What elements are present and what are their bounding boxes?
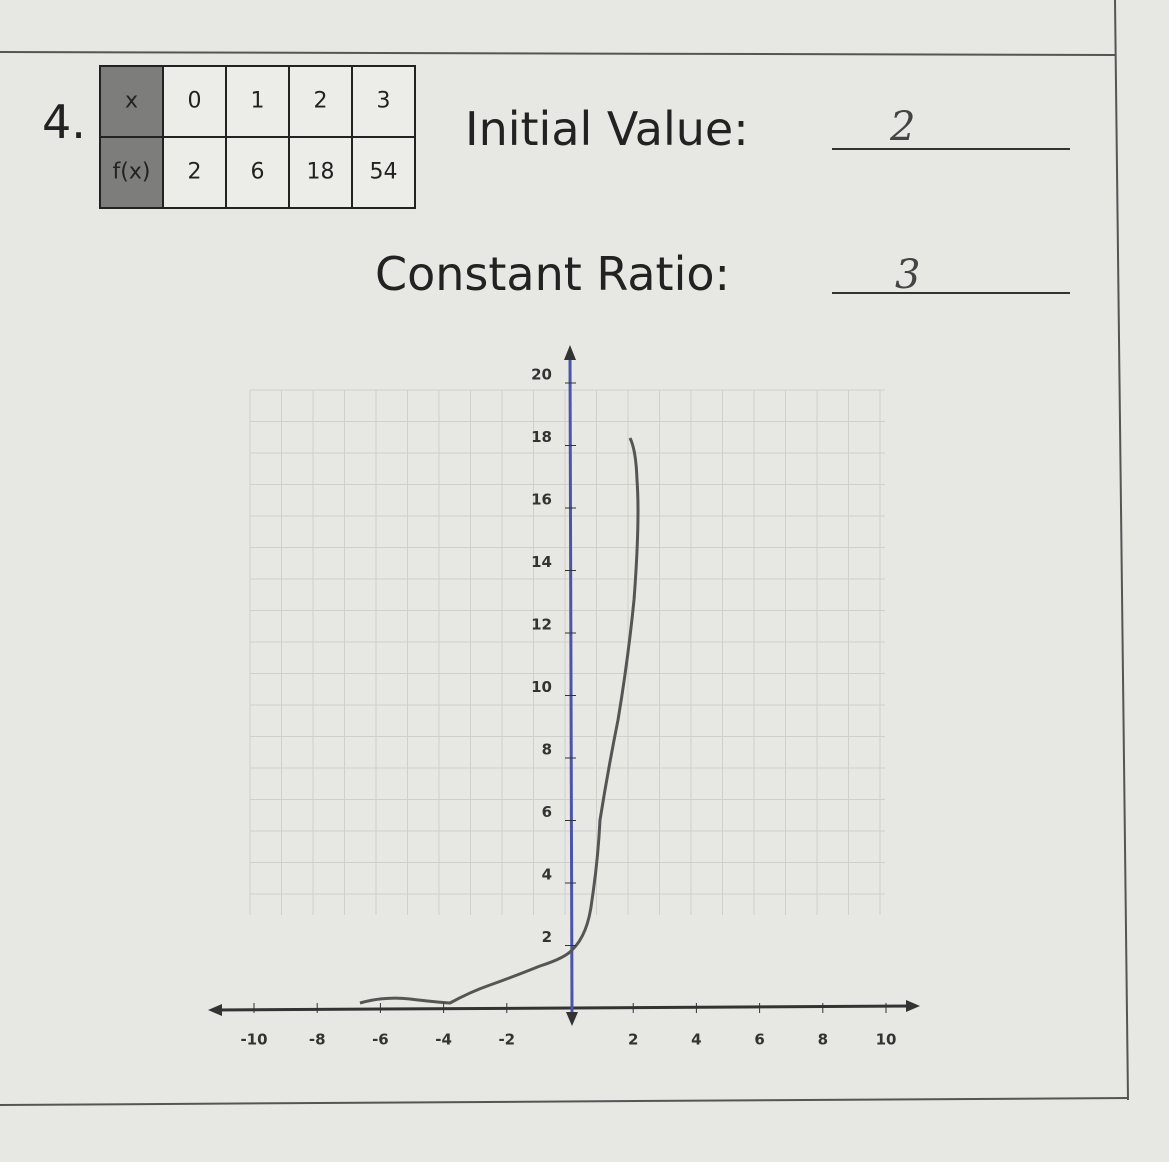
table-cell — [99, 136, 164, 209]
arrow — [564, 345, 576, 360]
x-tick-label: 8 — [818, 1031, 828, 1049]
border-right — [1114, 0, 1129, 1101]
y-axis — [568, 354, 574, 1016]
arrow — [906, 1000, 920, 1012]
y-tick-label: 20 — [531, 366, 552, 384]
border-bottom — [0, 1097, 1129, 1106]
tick-labels: -10 -8 -6 -4 -2 2 4 6 8 10 2 4 6 8 10 12 14 16 18 20 — [240, 366, 896, 1049]
x-tick-label: 4 — [691, 1031, 701, 1049]
answer: 2 — [889, 104, 915, 150]
answer: 3 — [895, 252, 920, 298]
x-axis — [214, 1004, 916, 1012]
y-tick-label: 12 — [531, 616, 552, 634]
x-tick-label: 2 — [628, 1031, 638, 1049]
cell-value: 54 — [370, 160, 398, 185]
x-tick-label: -6 — [372, 1031, 389, 1049]
cell-value: 0 — [188, 89, 202, 114]
table-cell — [162, 136, 227, 209]
table-cell — [351, 65, 416, 138]
x-tick-label: 10 — [876, 1031, 897, 1049]
x-tick-label: -10 — [240, 1031, 267, 1049]
y-tick-label: 6 — [542, 803, 552, 821]
cell-value: 1 — [251, 89, 265, 114]
y-tick-label: 14 — [531, 553, 552, 571]
x-tick-label: -4 — [435, 1031, 452, 1049]
question-label: Initial Value: — [465, 102, 749, 156]
question-label: Constant Ratio: — [375, 247, 730, 301]
y-tick-label: 2 — [542, 928, 552, 946]
cell-value: 2 — [314, 89, 328, 114]
table-cell — [225, 136, 290, 209]
y-tick-label: 18 — [531, 428, 552, 446]
cell-value: 3 — [377, 89, 391, 114]
table: x 0 1 2 3 f(x) 2 6 18 54 — [99, 65, 416, 209]
graph-grid — [249, 389, 885, 915]
cell-value: 6 — [251, 160, 265, 185]
table-cell — [351, 136, 416, 209]
y-tick-label: 16 — [531, 491, 552, 509]
arrow — [208, 1004, 222, 1016]
row-header: f(x) — [113, 160, 151, 185]
x-tick-label: -8 — [309, 1031, 326, 1049]
table-cell — [288, 136, 353, 209]
arrow — [566, 1012, 578, 1026]
y-tick-label: 4 — [542, 866, 552, 884]
y-tick-label: 10 — [531, 678, 552, 696]
cell-value: 18 — [307, 160, 335, 185]
border-top — [0, 51, 1116, 56]
y-tick-label: 8 — [542, 741, 552, 759]
x-tick-label: 6 — [754, 1031, 764, 1049]
problem-number: 4. — [42, 95, 86, 149]
row-header: x — [125, 89, 138, 114]
x-tick-label: -2 — [498, 1031, 515, 1049]
hand-drawn-curve — [359, 437, 640, 1005]
cell-value: 2 — [188, 160, 202, 185]
